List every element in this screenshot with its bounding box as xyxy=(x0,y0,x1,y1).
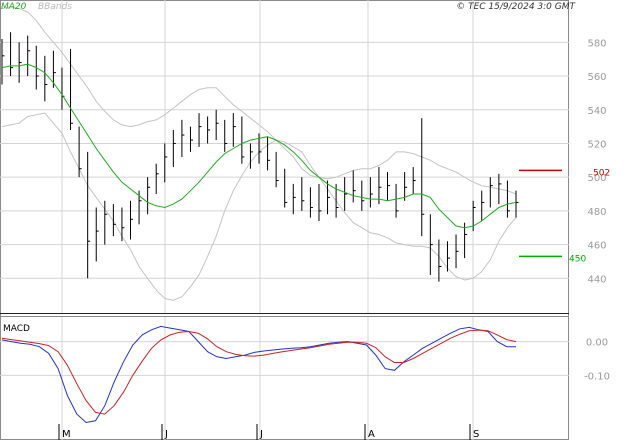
price-bar xyxy=(421,118,425,237)
price-bar xyxy=(112,204,116,237)
price-bar xyxy=(44,55,48,102)
month-label: J xyxy=(164,429,168,440)
price-bar xyxy=(172,129,176,168)
month-label: M xyxy=(62,429,71,440)
price-bar xyxy=(464,222,468,259)
price-bar xyxy=(232,113,236,147)
macd-gridlines xyxy=(0,317,569,440)
macd-lines xyxy=(1,325,517,424)
price-tick-label: 460 xyxy=(587,241,606,252)
price-bar xyxy=(78,126,82,178)
price-bar xyxy=(489,177,493,208)
price-bar xyxy=(309,187,313,218)
level-label: 450 xyxy=(569,254,586,264)
bbands-legend-label: BBands xyxy=(38,2,72,12)
price-bar xyxy=(515,190,519,218)
price-bar xyxy=(207,116,211,144)
price-bar xyxy=(369,177,373,208)
macd-tick-label: -0.10 xyxy=(584,371,610,382)
price-bar xyxy=(446,241,450,272)
price-bar xyxy=(284,168,288,208)
ma20-line xyxy=(1,63,517,229)
level-label: 502 xyxy=(593,168,610,178)
price-bar xyxy=(241,116,245,164)
price-bar xyxy=(104,200,108,245)
price-tick-label: 500 xyxy=(587,173,606,184)
price-bar xyxy=(1,38,5,85)
price-bar xyxy=(387,172,390,201)
ohlc-bars xyxy=(1,32,519,282)
price-axis: 440 460 480 500 520 540 560 580 xyxy=(587,38,606,285)
main-gridlines xyxy=(0,0,569,313)
macd-panel-title: MACD xyxy=(3,324,30,334)
ma-legend-label: MA20 xyxy=(1,2,27,12)
ma20-path xyxy=(1,63,517,229)
price-bar xyxy=(87,151,91,279)
price-bar xyxy=(61,67,65,110)
price-bar xyxy=(344,177,348,211)
price-bar xyxy=(404,172,408,201)
price-bar xyxy=(70,49,74,130)
month-label: J xyxy=(259,429,263,440)
price-bar xyxy=(267,136,271,171)
price-bar xyxy=(215,109,219,141)
price-bar xyxy=(498,173,502,205)
price-tick-label: 440 xyxy=(587,274,606,285)
macd-axis: 0.00 -0.10 xyxy=(584,338,610,383)
price-bar xyxy=(10,32,14,77)
price-bar xyxy=(327,180,331,215)
price-bar xyxy=(318,183,322,221)
price-bar xyxy=(378,167,382,205)
bband-upper-line xyxy=(1,6,517,195)
price-bar xyxy=(472,200,476,232)
price-tick-label: 560 xyxy=(587,72,606,83)
price-bar xyxy=(361,180,365,211)
price-bar xyxy=(27,35,31,77)
signal-line xyxy=(1,329,517,415)
macd-line xyxy=(1,325,516,424)
price-tick-label: 540 xyxy=(587,106,606,117)
price-bar xyxy=(224,119,228,152)
price-bar xyxy=(506,180,510,218)
price-levels: 502 450 xyxy=(519,168,610,264)
macd-tick-label: 0.00 xyxy=(586,338,608,349)
price-bar xyxy=(18,42,22,83)
price-bar xyxy=(147,177,151,215)
price-bar xyxy=(198,113,202,147)
price-tick-label: 580 xyxy=(587,38,606,49)
price-bar xyxy=(189,126,193,152)
price-bar xyxy=(121,207,125,242)
price-bar xyxy=(438,239,442,282)
price-bar xyxy=(352,170,356,203)
price-bar xyxy=(481,190,485,221)
price-bar xyxy=(130,200,133,240)
price-bar xyxy=(412,167,416,195)
price-bar xyxy=(395,183,399,218)
price-bar xyxy=(181,119,185,157)
price-bar xyxy=(455,234,459,269)
price-bar xyxy=(249,143,253,169)
price-bar xyxy=(52,50,56,88)
price-bar xyxy=(95,207,99,262)
month-label: S xyxy=(473,429,479,440)
copyright-text: © TEC 15/9/2024 3:0 GMT xyxy=(456,2,576,12)
price-bar xyxy=(292,183,296,215)
price-bar xyxy=(155,163,159,195)
price-bar xyxy=(429,214,433,275)
price-bar xyxy=(301,177,305,211)
price-tick-label: 520 xyxy=(587,139,606,150)
month-label: A xyxy=(368,429,375,440)
price-tick-label: 480 xyxy=(587,207,606,218)
price-bar xyxy=(164,143,168,183)
price-bar xyxy=(275,151,279,188)
